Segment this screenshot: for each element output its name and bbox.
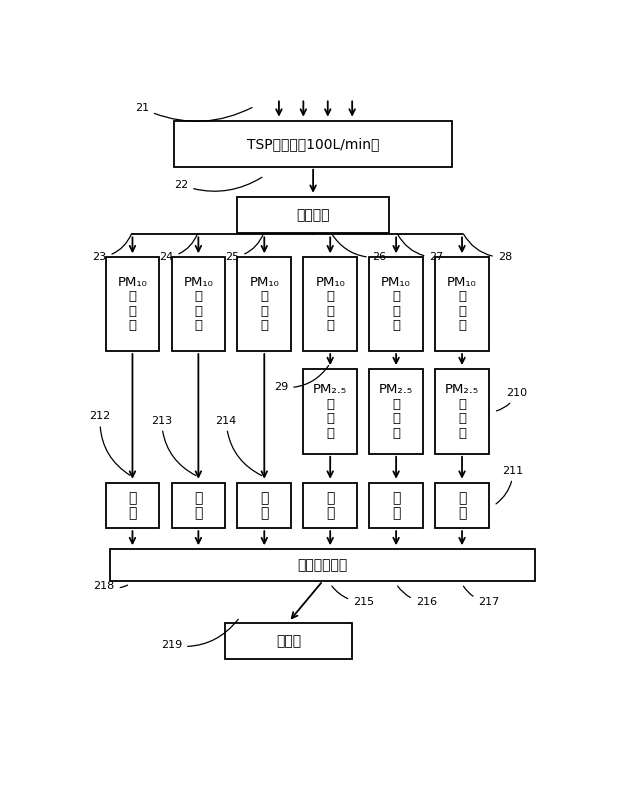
Text: 滤
膜: 滤 膜 [129, 491, 137, 520]
Text: 219: 219 [161, 619, 238, 651]
Text: PM₂.₅
切
割
器: PM₂.₅ 切 割 器 [313, 383, 347, 440]
FancyBboxPatch shape [369, 483, 423, 528]
Text: 滤
膜: 滤 膜 [458, 491, 466, 520]
Text: 210: 210 [496, 389, 527, 411]
Text: 滤
膜: 滤 膜 [326, 491, 335, 520]
FancyBboxPatch shape [238, 197, 389, 233]
FancyBboxPatch shape [106, 483, 159, 528]
Text: TSP切割器（100L/min）: TSP切割器（100L/min） [247, 137, 379, 151]
Text: 213: 213 [151, 415, 196, 476]
Text: PM₁₀
切
割
器: PM₁₀ 切 割 器 [315, 276, 345, 333]
Text: 27: 27 [398, 234, 444, 262]
FancyBboxPatch shape [106, 257, 159, 351]
FancyBboxPatch shape [435, 369, 489, 454]
Text: 21: 21 [135, 103, 252, 122]
Text: PM₁₀
切
割
器: PM₁₀ 切 割 器 [183, 276, 214, 333]
Text: PM₂.₅
切
割
器: PM₂.₅ 切 割 器 [379, 383, 413, 440]
Text: 22: 22 [174, 177, 262, 192]
Text: 采样泵: 采样泵 [276, 634, 301, 648]
Text: PM₂.₅
切
割
器: PM₂.₅ 切 割 器 [445, 383, 479, 440]
Text: 分流装置: 分流装置 [296, 208, 330, 222]
Text: PM₁₀
切
割
器: PM₁₀ 切 割 器 [118, 276, 147, 333]
Text: PM₁₀
切
割
器: PM₁₀ 切 割 器 [381, 276, 411, 333]
FancyBboxPatch shape [304, 257, 357, 351]
FancyBboxPatch shape [435, 257, 489, 351]
Text: 215: 215 [332, 586, 374, 607]
FancyBboxPatch shape [304, 483, 357, 528]
Text: 25: 25 [226, 234, 263, 262]
FancyBboxPatch shape [435, 483, 489, 528]
FancyBboxPatch shape [238, 483, 291, 528]
FancyBboxPatch shape [369, 257, 423, 351]
Text: 28: 28 [464, 234, 512, 262]
Text: 214: 214 [215, 415, 262, 476]
FancyBboxPatch shape [304, 369, 357, 454]
Text: 211: 211 [496, 466, 524, 504]
Text: 218: 218 [93, 581, 127, 590]
Text: 212: 212 [89, 411, 130, 476]
Text: 23: 23 [93, 234, 132, 262]
FancyBboxPatch shape [238, 257, 291, 351]
FancyBboxPatch shape [226, 623, 352, 659]
FancyBboxPatch shape [110, 550, 536, 581]
Text: 滤
膜: 滤 膜 [260, 491, 268, 520]
FancyBboxPatch shape [171, 483, 226, 528]
Text: PM₁₀
切
割
器: PM₁₀ 切 割 器 [447, 276, 477, 333]
Text: 流量控制装置: 流量控制装置 [298, 558, 348, 572]
Text: 滤
膜: 滤 膜 [392, 491, 400, 520]
Text: 24: 24 [159, 234, 197, 262]
Text: PM₁₀
切
割
器: PM₁₀ 切 割 器 [249, 276, 279, 333]
FancyBboxPatch shape [171, 257, 226, 351]
Text: 26: 26 [331, 234, 386, 262]
Text: 217: 217 [464, 586, 500, 607]
Text: 216: 216 [398, 586, 437, 607]
Text: 滤
膜: 滤 膜 [194, 491, 203, 520]
FancyBboxPatch shape [174, 122, 452, 166]
FancyBboxPatch shape [369, 369, 423, 454]
Text: 29: 29 [274, 366, 329, 392]
